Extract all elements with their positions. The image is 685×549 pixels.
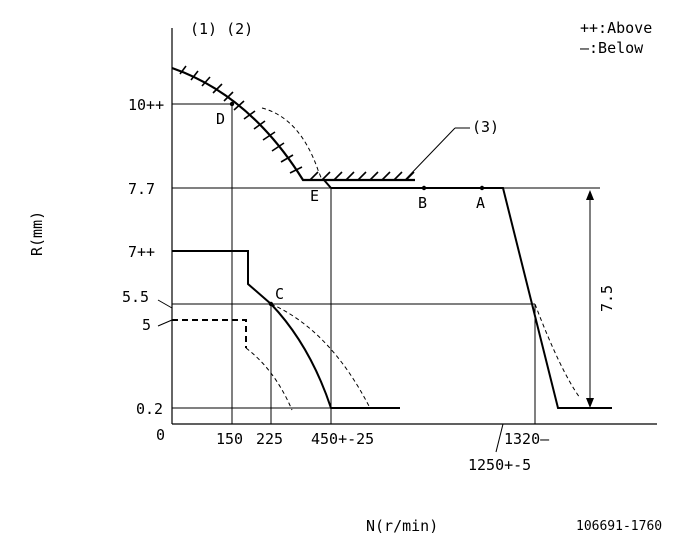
leader-5-5	[157, 299, 173, 309]
y-tick-5-5: 5.5	[122, 288, 149, 306]
point-b-label: B	[418, 194, 427, 212]
full-load-line	[323, 179, 612, 409]
x-tick-225: 225	[256, 430, 283, 448]
full-load-dashed	[534, 303, 581, 399]
x-axis-label: N(r/min)	[366, 517, 438, 535]
point-c-marker	[268, 301, 274, 307]
y-tick-0: 0	[156, 426, 165, 444]
start-line-lower-tail	[245, 347, 293, 411]
point-a-label: A	[476, 194, 485, 212]
drawing-number: 106691-1760	[576, 519, 662, 534]
dimension-arrow-bottom	[586, 398, 594, 408]
point-b-marker	[421, 185, 427, 191]
y-tick-7-7: 7.7	[128, 180, 155, 198]
leader-ref3	[404, 127, 456, 181]
point-d-marker	[229, 101, 235, 107]
point-e-label: E	[310, 187, 319, 205]
leader-5	[157, 319, 173, 327]
legend-above: ++:Above	[580, 19, 652, 37]
ref3-label: (3)	[472, 118, 499, 136]
dimension-arrow-top	[586, 190, 594, 200]
dimension-label: 7.5	[598, 285, 616, 312]
point-a-marker	[479, 185, 485, 191]
start-line-dashed-upper	[270, 303, 371, 409]
y-tick-10: 10++	[128, 96, 164, 114]
circled-refs: (1) (2)	[190, 20, 253, 38]
y-tick-0-2: 0.2	[136, 400, 163, 418]
x-tick-1320: 1320—	[504, 430, 550, 448]
x-tick-450: 450+-25	[311, 430, 374, 448]
x-tick-1250: 1250+-5	[468, 456, 531, 474]
stopper-curve	[171, 66, 415, 182]
y-tick-7: 7++	[128, 243, 155, 261]
stopper-dashed	[261, 107, 323, 181]
point-c-label: C	[275, 285, 284, 303]
x-tick-150: 150	[216, 430, 243, 448]
point-d-label: D	[216, 110, 225, 128]
y-axis-label: R(mm)	[28, 211, 46, 256]
stopper-hatching	[179, 65, 415, 181]
start-line-lower	[172, 319, 247, 348]
y-tick-5: 5	[142, 316, 151, 334]
legend-below: —:Below	[580, 39, 644, 57]
leader-1250	[495, 423, 504, 453]
start-line-upper	[172, 250, 400, 409]
